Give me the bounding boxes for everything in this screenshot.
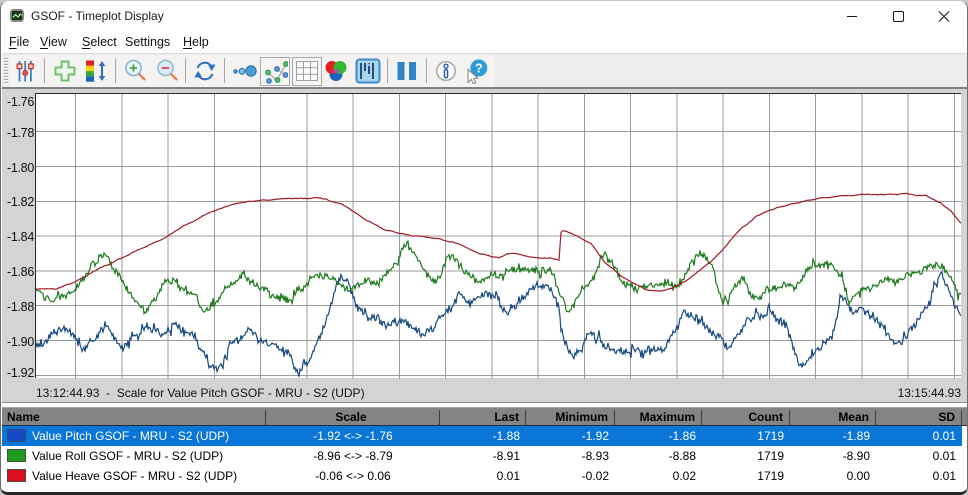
- svg-text:?: ?: [475, 62, 483, 76]
